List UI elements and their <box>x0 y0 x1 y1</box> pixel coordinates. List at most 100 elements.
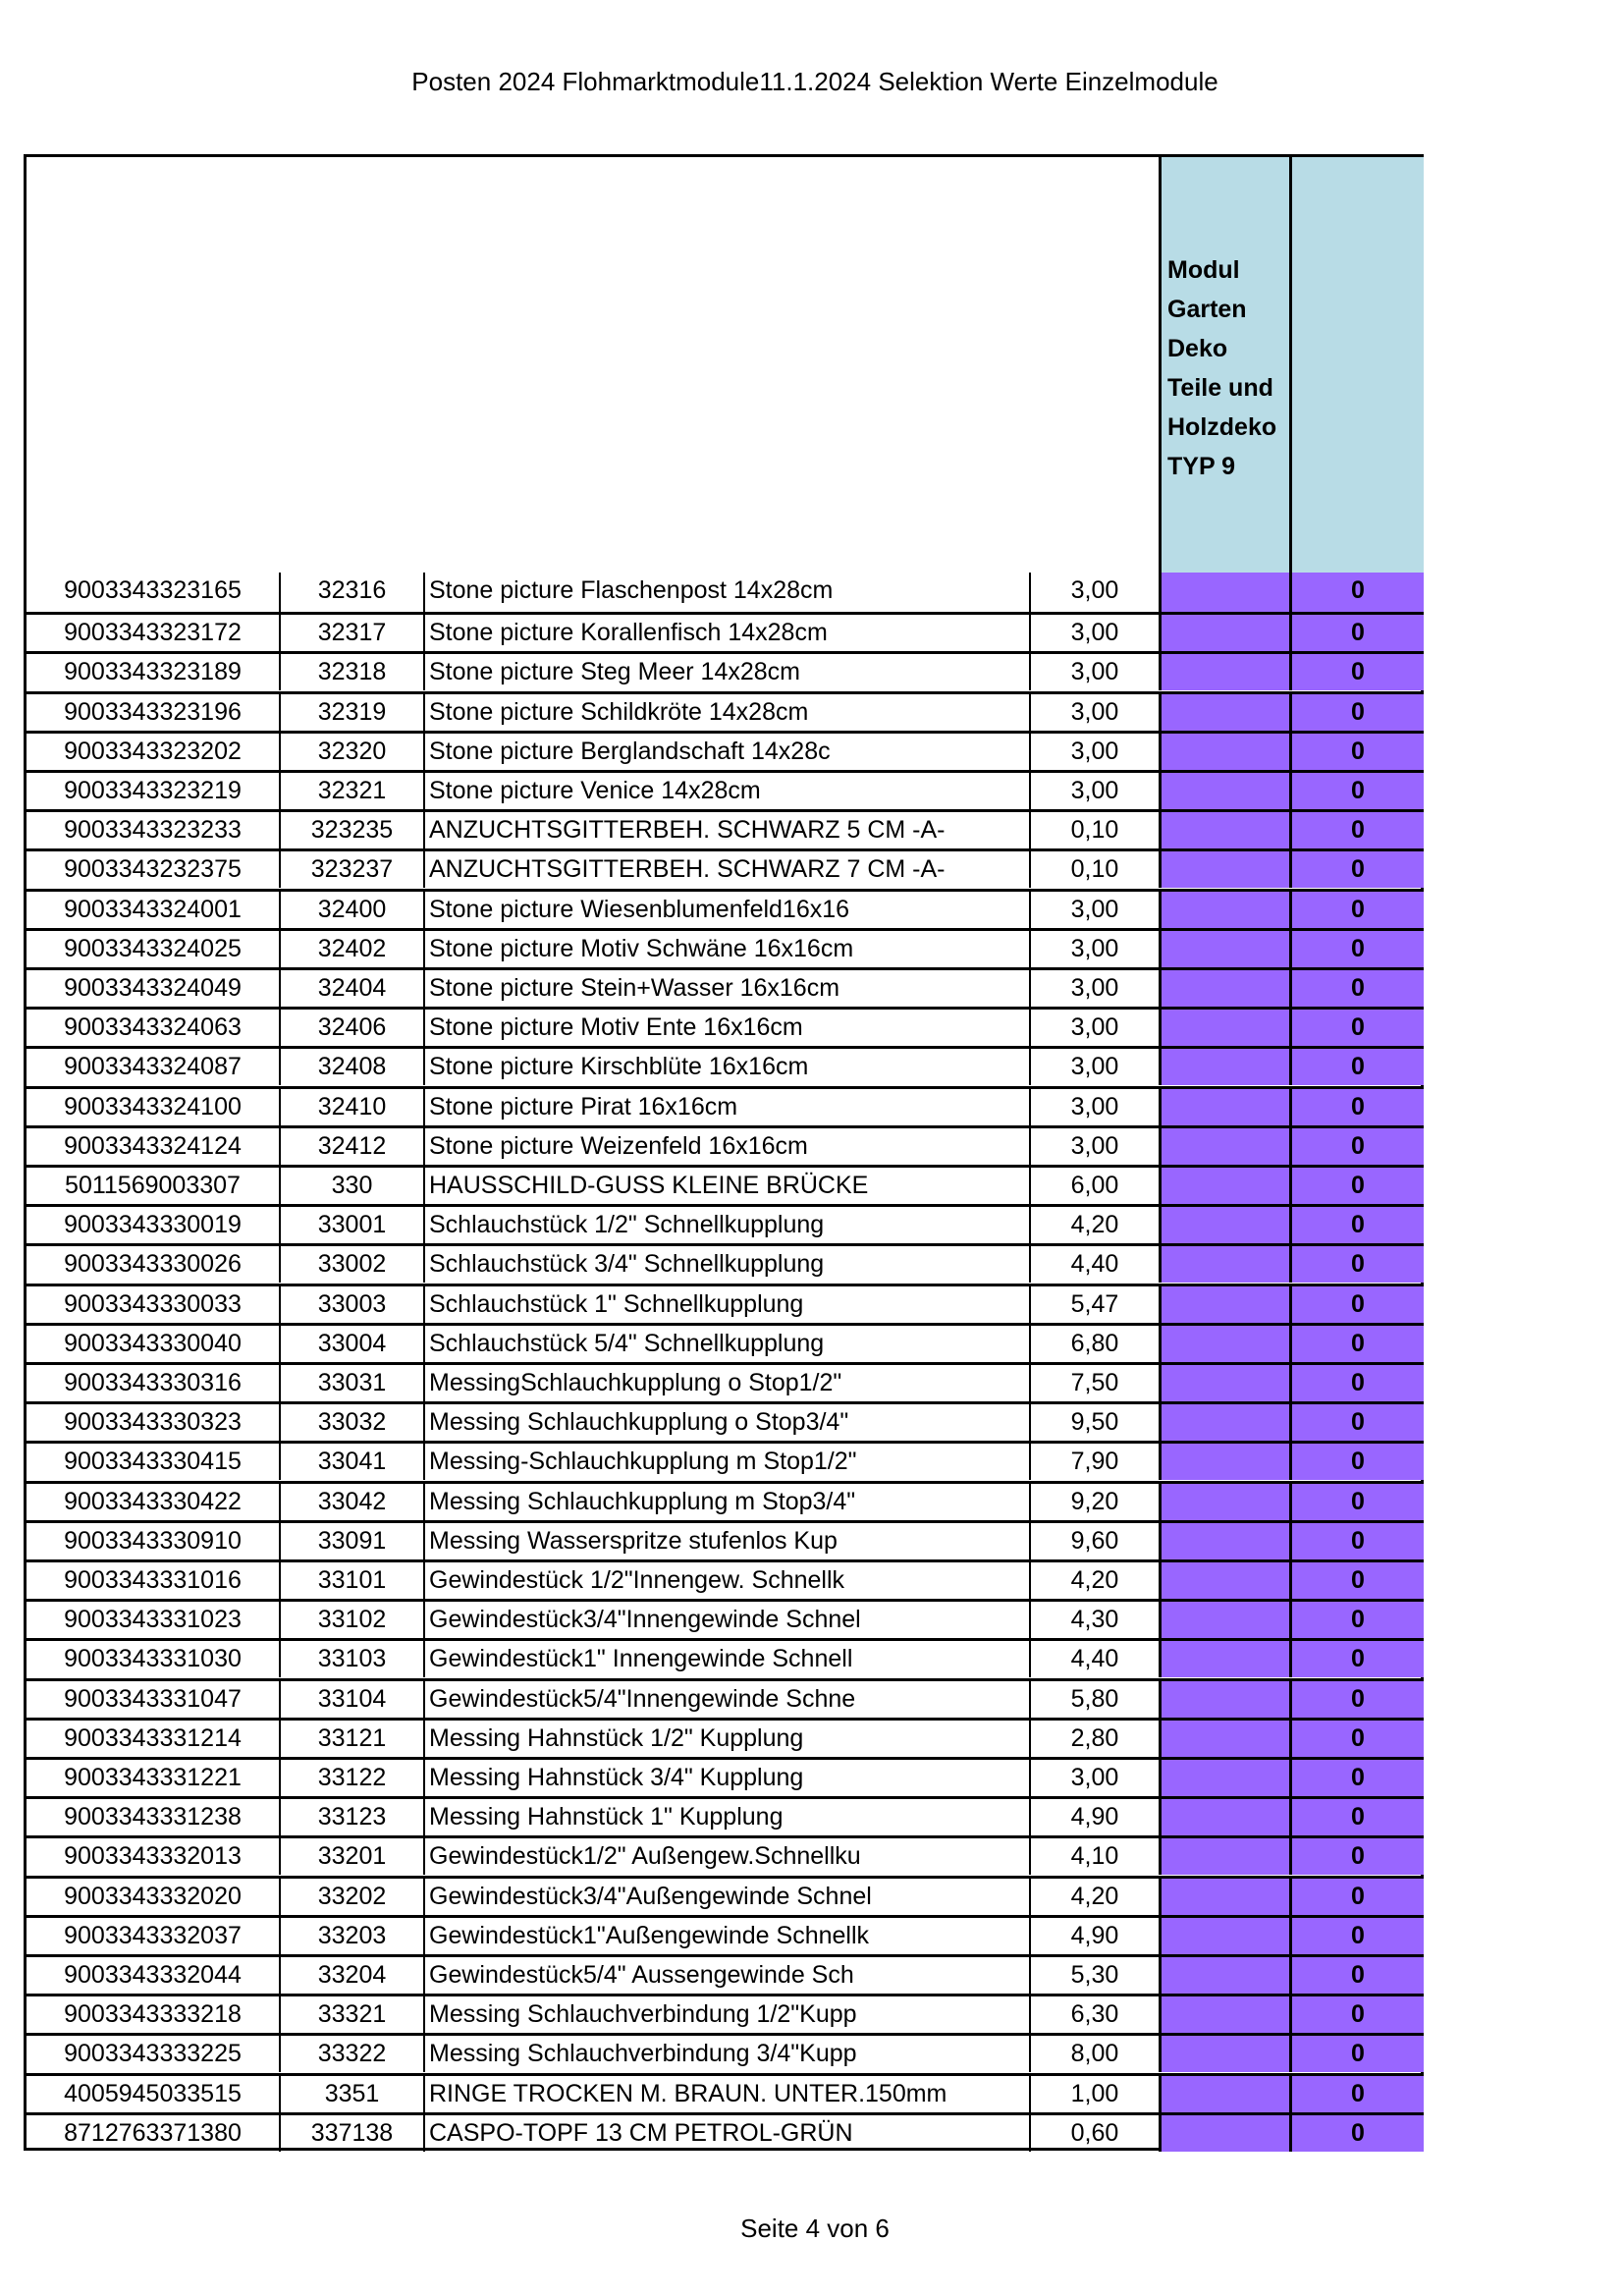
price-cell: 3,00 <box>1070 934 1119 962</box>
table-row: 9003343330910 33091 Messing Wasserspritze … <box>27 1519 1424 1559</box>
ean-cell: 9003343330026 <box>27 1246 281 1284</box>
module-cell <box>1159 970 1292 1007</box>
table-row: 9003343330415 33041 Messing-Schlauchkupplu… <box>27 1441 1424 1481</box>
ean-cell: 9003343323196 <box>27 693 281 731</box>
module-cell <box>1159 851 1292 889</box>
ean-cell: 9003343324049 <box>27 970 281 1007</box>
quantity-cell: 0 <box>1292 1285 1424 1323</box>
price-cell: 9,50 <box>1070 1408 1119 1437</box>
price-cell: 3,00 <box>1070 1764 1119 1791</box>
article-number-cell: 33001 <box>281 1207 425 1244</box>
quantity-cell: 0 <box>1292 1917 1424 1954</box>
ean-cell: 5011569003307 <box>27 1168 281 1204</box>
quantity-cell: 0 <box>1292 1483 1424 1520</box>
description-cell: ANZUCHTSGITTERBEH. SCHWARZ 5 CM -A- <box>425 812 1031 849</box>
price-cell: 4,20 <box>1070 1211 1119 1239</box>
module-cell <box>1159 1365 1292 1401</box>
quantity-cell: 0 <box>1292 1680 1424 1718</box>
article-number-cell: 330 <box>281 1168 425 1204</box>
module-cell <box>1159 1168 1292 1204</box>
article-number-cell: 323237 <box>281 851 425 889</box>
price-cell: 3,00 <box>1070 658 1119 686</box>
quantity-cell: 0 <box>1292 1522 1424 1559</box>
quantity-cell: 0 <box>1292 1641 1424 1678</box>
description-cell: Stone picture Korallenfisch 14x28cm <box>425 615 1031 652</box>
table-row: 9003343324124 32412 Stone picture Weizenfe… <box>27 1124 1424 1165</box>
module-cell <box>1159 1838 1292 1876</box>
article-number-cell: 32408 <box>281 1049 425 1086</box>
price-cell: 4,90 <box>1070 1803 1119 1831</box>
quantity-cell: 0 <box>1292 1049 1424 1086</box>
article-number-cell: 32317 <box>281 615 425 652</box>
quantity-cell: 0 <box>1292 573 1424 612</box>
quantity-cell: 0 <box>1292 1996 1424 2034</box>
description-cell: Gewindestück5/4" Aussengewinde Sch <box>425 1957 1031 1994</box>
article-number-cell: 33102 <box>281 1602 425 1639</box>
table-row: 9003343330033 33003 Schlauchstück 1" Schne… <box>27 1283 1424 1323</box>
price-cell: 3,00 <box>1070 777 1119 804</box>
ean-cell: 9003343330040 <box>27 1325 281 1362</box>
ean-cell: 9003343331214 <box>27 1720 281 1757</box>
module-cell <box>1159 1680 1292 1718</box>
quantity-cell: 0 <box>1292 1325 1424 1362</box>
article-number-cell: 33204 <box>281 1957 425 1994</box>
ean-cell: 9003343331016 <box>27 1562 281 1599</box>
ean-cell: 9003343331023 <box>27 1602 281 1639</box>
quantity-cell: 0 <box>1292 1720 1424 1757</box>
table-row: 9003343323202 32320 Stone picture Bergland… <box>27 730 1424 770</box>
ean-cell: 9003343323165 <box>27 573 281 612</box>
module-cell <box>1159 1246 1292 1284</box>
description-cell: Messing-Schlauchkupplung m Stop1/2" <box>425 1444 1031 1481</box>
module-cell <box>1159 773 1292 809</box>
description-cell: Stone picture Stein+Wasser 16x16cm <box>425 970 1031 1007</box>
description-cell: Gewindestück1" Innengewinde Schnell <box>425 1641 1031 1678</box>
price-cell: 0,10 <box>1070 816 1119 845</box>
table-row: 9003343324049 32404 Stone picture Stein+Wa… <box>27 967 1424 1007</box>
ean-cell: 9003343330019 <box>27 1207 281 1244</box>
module-cell <box>1159 1444 1292 1481</box>
quantity-cell: 0 <box>1292 654 1424 691</box>
ean-cell: 9003343324087 <box>27 1049 281 1086</box>
price-cell: 3,00 <box>1070 895 1119 923</box>
article-number-cell: 33122 <box>281 1760 425 1796</box>
module-cell <box>1159 1996 1292 2034</box>
description-cell: Stone picture Pirat 16x16cm <box>425 1088 1031 1125</box>
price-cell: 7,50 <box>1070 1369 1119 1396</box>
header-quantity-column <box>1292 157 1424 573</box>
description-cell: Gewindestück1"Außengewinde Schnellk <box>425 1917 1031 1954</box>
price-cell: 9,20 <box>1070 1487 1119 1515</box>
quantity-cell: 0 <box>1292 1010 1424 1047</box>
article-number-cell: 32321 <box>281 773 425 809</box>
ean-cell: 9003343333218 <box>27 1996 281 2034</box>
items-table: Modul Garten Deko Teile und Holzdeko TYP… <box>24 154 1424 2152</box>
description-cell: Schlauchstück 1" Schnellkupplung <box>425 1285 1031 1323</box>
ean-cell: 9003343331030 <box>27 1641 281 1678</box>
price-cell: 4,40 <box>1070 1250 1119 1279</box>
table-row: 5011569003307 330 HAUSSCHILD-GUSS KLEINE B… <box>27 1165 1424 1204</box>
ean-cell: 9003343330316 <box>27 1365 281 1401</box>
table-row: 9003343333218 33321 Messing Schlauchverbin… <box>27 1994 1424 2034</box>
price-cell: 5,80 <box>1070 1684 1119 1713</box>
module-cell <box>1159 1010 1292 1047</box>
table-row: 9003343323219 32321 Stone picture Venice 1… <box>27 770 1424 809</box>
module-cell <box>1159 812 1292 849</box>
price-cell: 6,30 <box>1070 2000 1119 2029</box>
article-number-cell: 32319 <box>281 693 425 731</box>
article-number-cell: 33123 <box>281 1799 425 1836</box>
description-cell: Gewindestück1/2" Außengew.Schnellku <box>425 1838 1031 1876</box>
price-cell: 4,20 <box>1070 1566 1119 1594</box>
ean-cell: 9003343332037 <box>27 1917 281 1954</box>
description-cell: Messing Hahnstück 1/2" Kupplung <box>425 1720 1031 1757</box>
module-cell <box>1159 1049 1292 1086</box>
article-number-cell: 32320 <box>281 733 425 770</box>
quantity-cell: 0 <box>1292 1838 1424 1876</box>
article-number-cell: 33121 <box>281 1720 425 1757</box>
description-cell: CASPO-TOPF 13 CM PETROL-GRÜN <box>425 2114 1031 2152</box>
price-cell: 3,00 <box>1070 737 1119 765</box>
table-row: 9003343324087 32408 Stone picture Kirschbl… <box>27 1046 1424 1086</box>
quantity-cell: 0 <box>1292 891 1424 928</box>
page-title: Posten 2024 Flohmarktmodule11.1.2024 Sel… <box>411 67 1218 96</box>
ean-cell: 9003343333225 <box>27 2036 281 2073</box>
price-cell: 4,90 <box>1070 1921 1119 1949</box>
article-number-cell: 33003 <box>281 1285 425 1323</box>
